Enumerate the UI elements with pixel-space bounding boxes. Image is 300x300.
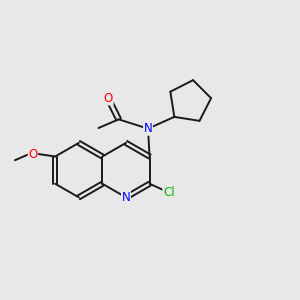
Text: N: N bbox=[144, 122, 152, 135]
Text: O: O bbox=[104, 92, 113, 105]
Text: N: N bbox=[122, 191, 130, 204]
Text: Cl: Cl bbox=[163, 186, 175, 199]
Text: O: O bbox=[28, 148, 38, 160]
